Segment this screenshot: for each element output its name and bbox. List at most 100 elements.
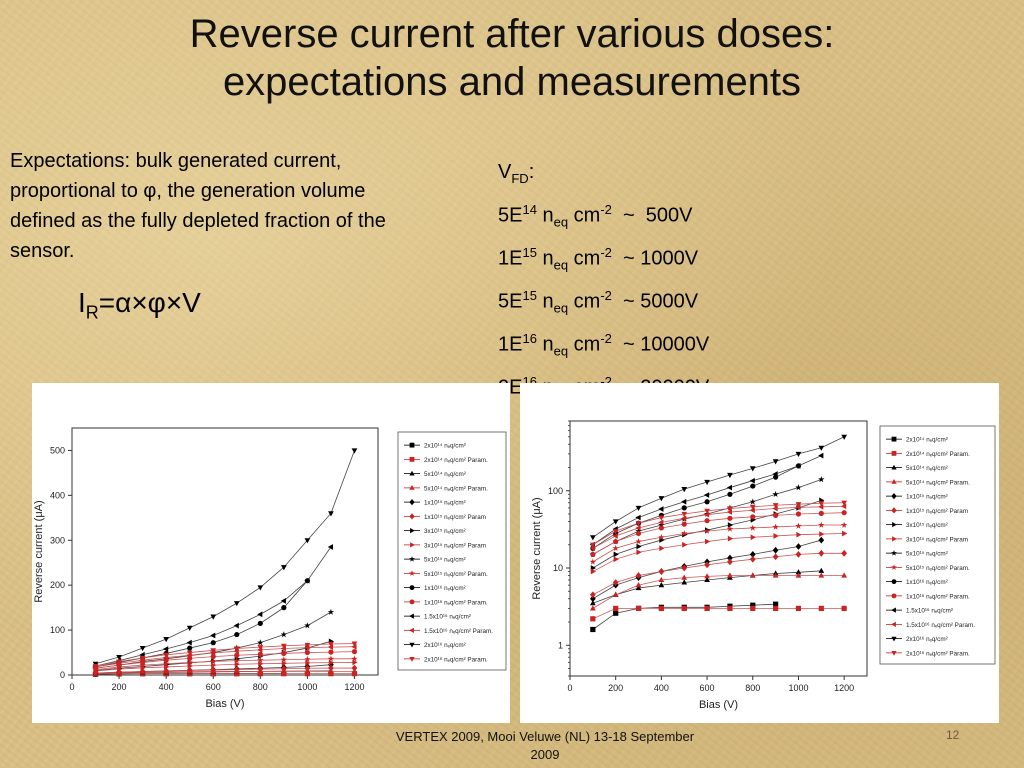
x-tick-label: 0 [69,682,74,692]
data-point [280,665,287,673]
data-point [280,656,288,663]
x-axis-label: Bias (V) [699,699,738,711]
vfd-row-unit-exp: -2 [600,244,612,260]
y-tick-label: 300 [50,535,65,545]
data-point [257,645,264,651]
data-point [818,605,824,612]
data-point [327,608,335,615]
data-point [328,641,334,648]
data-point [749,551,756,558]
data-point [351,448,358,454]
data-point [210,632,216,639]
footer: VERTEX 2009, Mooi Veluwe (NL) 13-18 Sept… [360,728,730,764]
data-point [818,536,825,544]
data-point [281,650,287,657]
legend-entry: 1.5x10¹⁶ nₑq/cm² [424,614,471,621]
footer-line-2: 2009 [530,747,560,762]
data-point [589,605,596,611]
vfd-row-unit-sub: eq [553,300,569,316]
series [590,530,848,575]
data-point [635,514,641,521]
formula-sub: R [85,302,99,323]
series-line [95,580,308,668]
data-point [635,530,642,537]
data-point [327,655,335,662]
data-point [749,524,756,531]
data-point [773,512,779,518]
y-tick-label: 400 [50,490,65,500]
data-point [328,671,334,677]
vfd-row: 5E14 neq cm-2 ~ 500V [498,195,709,238]
data-point [749,498,756,505]
series [589,572,848,611]
vfd-row-unit-exp: -2 [600,201,612,217]
series-line [95,646,355,668]
data-point [795,605,802,612]
x-tick-label: 800 [745,683,760,693]
data-point [795,502,802,508]
data-point [818,501,825,507]
data-point [818,510,824,516]
data-point [186,625,193,631]
chart-linear: 0 200 400 600 800 1000 1200 0 100 200 300 400 500 Bia… [33,427,507,710]
vfd-row-exp: 15 [522,287,537,303]
vfd-row-value: ~ 10000V [611,333,710,356]
data-point [304,671,310,677]
vfd-row-unit-sub: eq [553,343,569,359]
series [92,448,358,667]
data-point [750,534,756,541]
vfd-sub: FD [511,171,529,186]
data-point [186,650,193,656]
x-tick-label: 400 [654,683,669,693]
vfd-row-unit-sub: eq [553,214,569,230]
data-point [92,663,99,670]
data-point [795,511,802,517]
series [92,578,310,670]
data-point [819,531,825,537]
expectations-text: Expectations: bulk generated current, pr… [10,150,386,262]
data-point [210,666,217,674]
title-line-1: Reverse current after various doses: [189,12,835,56]
legend-swatch-marker [891,436,897,442]
data-point [658,521,665,528]
data-point [233,601,240,607]
data-point [681,530,688,537]
title-line-2: expectations and measurements [222,60,802,104]
data-point [613,538,619,545]
data-point [234,631,240,638]
vfd-row: 5E15 neq cm-2 ~ 5000V [498,281,709,324]
y-tick-label: 100 [548,486,563,496]
data-point [635,584,642,591]
legend-entry: 1x10¹⁶ nₑq/cm² [906,579,948,586]
formula-i: I [78,287,86,318]
data-point [773,605,779,612]
data-point [636,549,642,556]
data-point [703,527,711,534]
data-point [727,558,733,566]
y-tick-label: 500 [50,445,65,455]
data-point [257,671,263,677]
data-point [704,561,710,569]
data-point [818,452,824,459]
data-point [841,503,847,510]
data-point [187,663,193,669]
data-point [795,451,802,458]
y-tick-label: 0 [60,670,65,680]
legend-entry: 2x10¹⁴ nₑq/cm² [906,437,948,444]
vfd-row-unit-cm: cm [568,333,601,356]
data-point [681,505,687,511]
series [589,500,848,548]
data-point [116,659,122,665]
data-point [351,643,357,650]
data-point [659,545,665,552]
legend-entry: 1x10¹⁶ nₑq/cm² Param. [906,593,970,600]
data-point [163,636,170,643]
legend-swatch-marker [891,464,897,470]
vfd-block: VFD: 5E14 neq cm-2 ~ 500V 1E15 neq cm-2 ~… [498,157,709,410]
vfd-row-unit-cm: cm [568,247,601,270]
data-point [351,641,358,647]
series [590,510,847,558]
chart-log-panel: 0 200 400 600 800 1000 1200 1 10 100 Bias (V) Rever… [520,383,999,723]
legend-entry: 1x10¹⁵ nₑq/cm² [906,494,948,501]
data-point [327,544,334,550]
